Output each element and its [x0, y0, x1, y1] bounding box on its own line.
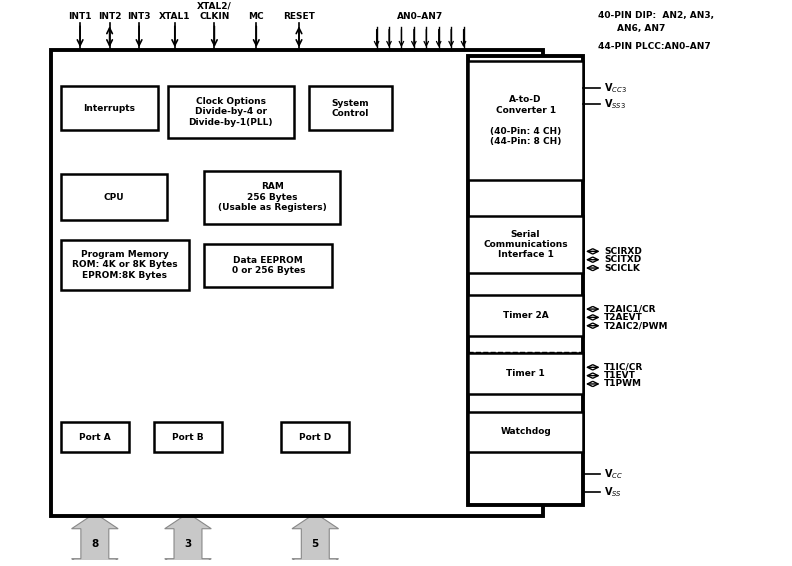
Text: RESET: RESET — [283, 12, 315, 20]
Text: XTAL1: XTAL1 — [159, 12, 191, 20]
Text: 44-PIN PLCC:AN0–AN7: 44-PIN PLCC:AN0–AN7 — [598, 42, 710, 51]
Text: Watchdog: Watchdog — [501, 427, 551, 436]
Text: XTAL2/
CLKIN: XTAL2/ CLKIN — [197, 1, 232, 20]
Bar — [281, 422, 349, 452]
Polygon shape — [165, 513, 211, 566]
Bar — [128, 292, 468, 304]
Bar — [82, 423, 468, 436]
Text: RAM
256 Bytes
(Usable as Registers): RAM 256 Bytes (Usable as Registers) — [218, 182, 326, 212]
Text: 40-PIN DIP:  AN2, AN3,: 40-PIN DIP: AN2, AN3, — [598, 11, 714, 19]
Text: V$_{SS3}$: V$_{SS3}$ — [604, 97, 626, 112]
Bar — [82, 423, 99, 452]
Text: 5: 5 — [312, 539, 319, 548]
Text: INT1: INT1 — [68, 12, 92, 20]
Text: V$_{SS}$: V$_{SS}$ — [604, 485, 622, 499]
Text: Timer 1: Timer 1 — [506, 369, 545, 378]
Bar — [204, 243, 333, 287]
Bar — [61, 422, 129, 452]
Text: SCICLK: SCICLK — [604, 264, 640, 272]
Bar — [349, 136, 367, 355]
Text: T2AIC1/CR: T2AIC1/CR — [604, 305, 657, 314]
Bar — [204, 171, 340, 224]
Bar — [468, 55, 583, 505]
Text: MC: MC — [249, 12, 264, 20]
Bar — [61, 86, 158, 130]
Text: 3: 3 — [185, 539, 192, 548]
Bar — [302, 423, 319, 452]
Bar — [468, 61, 583, 181]
Bar — [468, 353, 583, 394]
Text: Program Memory
ROM: 4K or 8K Bytes
EPROM:8K Bytes: Program Memory ROM: 4K or 8K Bytes EPROM… — [72, 250, 177, 280]
Text: Interrupts: Interrupts — [83, 104, 135, 113]
Bar — [128, 224, 468, 236]
Bar — [202, 136, 219, 355]
Bar — [468, 216, 583, 273]
Text: INT3: INT3 — [128, 12, 150, 20]
Text: AN0–AN7: AN0–AN7 — [397, 12, 444, 21]
Text: V$_{CC}$: V$_{CC}$ — [604, 468, 623, 481]
Bar — [61, 174, 167, 220]
Text: A-to-D
Converter 1

(40-Pin: 4 CH)
(44-Pin: 8 CH): A-to-D Converter 1 (40-Pin: 4 CH) (44-Pi… — [490, 96, 562, 146]
Bar — [128, 136, 468, 148]
Text: Port A: Port A — [79, 432, 111, 441]
Text: V$_{CC3}$: V$_{CC3}$ — [604, 81, 627, 95]
Text: Serial
Communications
Interface 1: Serial Communications Interface 1 — [483, 230, 568, 259]
Text: Port D: Port D — [299, 432, 331, 441]
Text: Port B: Port B — [172, 432, 204, 441]
Bar — [128, 136, 145, 436]
Bar — [154, 422, 222, 452]
Text: System
Control: System Control — [332, 98, 369, 118]
Bar — [61, 240, 188, 290]
Bar — [451, 148, 468, 436]
Text: CPU: CPU — [104, 193, 124, 202]
Polygon shape — [71, 513, 118, 566]
Text: AN6, AN7: AN6, AN7 — [617, 24, 665, 33]
Bar — [51, 50, 543, 516]
Text: Data EEPROM
0 or 256 Bytes: Data EEPROM 0 or 256 Bytes — [231, 256, 305, 275]
Text: T1PWM: T1PWM — [604, 379, 642, 388]
Text: INT2: INT2 — [98, 12, 121, 20]
Bar — [468, 411, 583, 452]
Bar — [168, 86, 294, 138]
Text: T2AEVT: T2AEVT — [604, 313, 643, 322]
Text: T1EVT: T1EVT — [604, 371, 636, 380]
Text: 8: 8 — [91, 539, 98, 548]
Text: Clock Options
Divide-by-4 or
Divide-by-1(PLL): Clock Options Divide-by-4 or Divide-by-1… — [188, 97, 273, 127]
Polygon shape — [292, 513, 338, 566]
Bar — [468, 295, 583, 336]
Bar — [309, 86, 392, 130]
Text: Timer 2A: Timer 2A — [503, 311, 549, 320]
Text: SCIRXD: SCIRXD — [604, 247, 642, 256]
Text: T2AIC2/PWM: T2AIC2/PWM — [604, 321, 668, 330]
Text: T1IC/CR: T1IC/CR — [604, 363, 643, 372]
Text: SCITXD: SCITXD — [604, 255, 642, 264]
Bar — [175, 423, 192, 452]
